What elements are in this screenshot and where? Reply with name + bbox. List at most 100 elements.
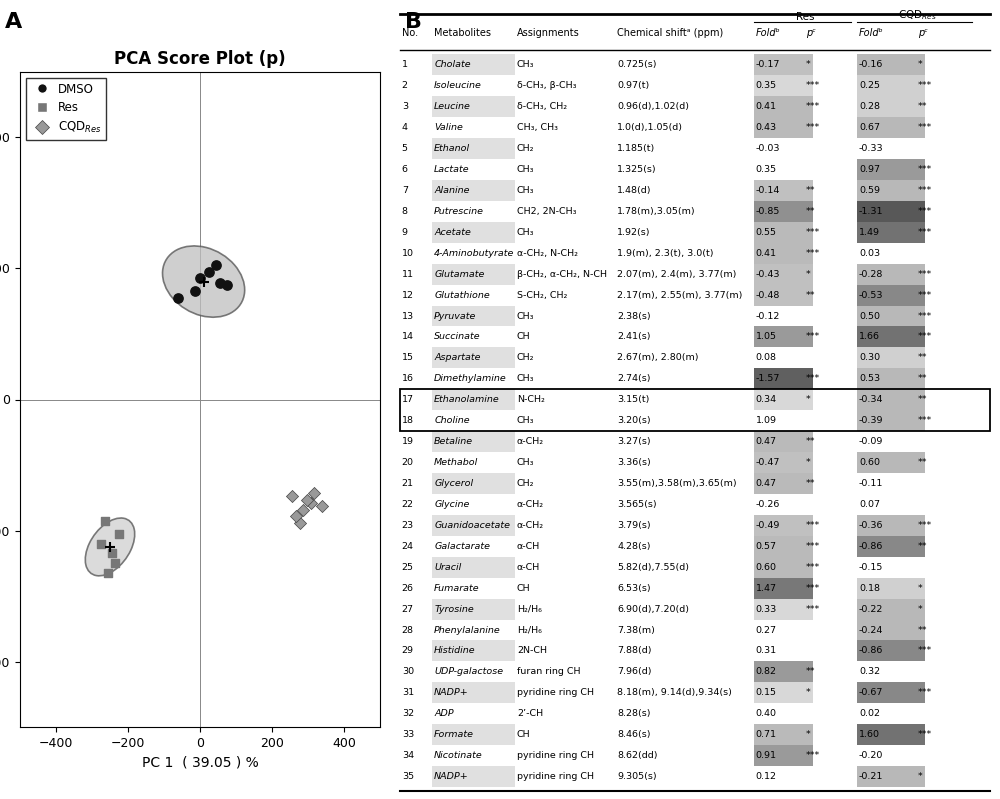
Text: **: ** (918, 626, 928, 634)
Text: -1.57: -1.57 (756, 374, 780, 384)
Text: Ethanol: Ethanol (434, 144, 470, 153)
Text: 0.32: 0.32 (859, 667, 880, 677)
Text: 0.59: 0.59 (859, 186, 880, 195)
Text: B: B (405, 12, 422, 32)
Bar (432, 138, 515, 159)
Text: 26: 26 (402, 583, 414, 593)
Bar (432, 682, 515, 703)
Text: ***: *** (806, 374, 820, 384)
Text: **: ** (918, 374, 928, 384)
Bar (754, 515, 813, 536)
Bar (857, 327, 925, 348)
Point (292, 516, 308, 529)
Text: 2.17(m), 2.55(m), 3.77(m): 2.17(m), 2.55(m), 3.77(m) (617, 291, 742, 300)
Text: pᶜ: pᶜ (806, 28, 816, 38)
Text: 3.15(t): 3.15(t) (617, 396, 649, 404)
Text: Chemical shiftᵃ (ppm): Chemical shiftᵃ (ppm) (617, 28, 723, 38)
Text: -0.24: -0.24 (859, 626, 883, 634)
Text: α-CH₂, N-CH₂: α-CH₂, N-CH₂ (517, 248, 578, 258)
Text: 2N-CH: 2N-CH (517, 646, 547, 655)
Text: CH₃: CH₃ (517, 416, 534, 425)
Text: 17: 17 (402, 396, 414, 404)
Text: 0.41: 0.41 (756, 248, 777, 258)
Bar (754, 180, 813, 201)
Text: 1: 1 (402, 60, 408, 70)
Text: 1.325(s): 1.325(s) (617, 165, 657, 174)
Text: pᶜ: pᶜ (918, 28, 928, 38)
Bar (754, 54, 813, 75)
Bar (857, 159, 925, 180)
Bar (857, 201, 925, 222)
Text: -0.34: -0.34 (859, 396, 884, 404)
Text: -0.26: -0.26 (756, 500, 780, 509)
Text: 7.38(m): 7.38(m) (617, 626, 655, 634)
Text: 23: 23 (402, 521, 414, 530)
Point (187, 285, 203, 298)
Text: 2.74(s): 2.74(s) (617, 374, 651, 384)
Text: CH: CH (517, 730, 530, 739)
Text: Ethanolamine: Ethanolamine (434, 396, 500, 404)
Text: CH₃: CH₃ (517, 374, 534, 384)
Text: -0.15: -0.15 (859, 562, 883, 572)
Bar (754, 473, 813, 494)
Bar (754, 431, 813, 452)
Text: ***: *** (918, 81, 932, 90)
Text: 9: 9 (402, 228, 408, 237)
Bar (754, 662, 813, 682)
Point (219, 278, 235, 291)
Bar (754, 745, 813, 766)
Text: 11: 11 (402, 269, 414, 279)
Text: 1.78(m),3.05(m): 1.78(m),3.05(m) (617, 207, 696, 216)
Text: Galactarate: Galactarate (434, 542, 490, 551)
Text: Leucine: Leucine (434, 102, 471, 111)
Text: Res: Res (796, 11, 815, 22)
Text: -0.67: -0.67 (859, 688, 883, 698)
Text: S-CH₂, CH₂: S-CH₂, CH₂ (517, 291, 567, 300)
Text: Succinate: Succinate (434, 332, 481, 341)
Text: ***: *** (918, 688, 932, 698)
Text: 0.43: 0.43 (756, 123, 777, 132)
Text: CH₃: CH₃ (517, 228, 534, 237)
Text: 0.35: 0.35 (756, 165, 777, 174)
Text: 0.57: 0.57 (756, 542, 777, 551)
Text: Fumarate: Fumarate (434, 583, 480, 593)
Text: 18: 18 (402, 416, 414, 425)
Text: pyridine ring CH: pyridine ring CH (517, 751, 594, 760)
Text: 12: 12 (402, 291, 414, 300)
Text: 0.33: 0.33 (756, 605, 777, 614)
Text: 31: 31 (402, 688, 414, 698)
Text: Glycerol: Glycerol (434, 479, 473, 488)
Text: 0.41: 0.41 (756, 102, 777, 111)
Text: NADP+: NADP+ (434, 688, 469, 698)
Text: 1.60: 1.60 (859, 730, 880, 739)
Text: UDP-galactose: UDP-galactose (434, 667, 503, 677)
Text: 0.50: 0.50 (859, 312, 880, 320)
Text: CH₃: CH₃ (517, 186, 534, 195)
Text: 4.28(s): 4.28(s) (617, 542, 651, 551)
Text: 3.565(s): 3.565(s) (617, 500, 657, 509)
Title: PCA Score Plot (p): PCA Score Plot (p) (114, 50, 286, 68)
Text: 0.97(t): 0.97(t) (617, 81, 649, 90)
Text: **: ** (806, 437, 815, 446)
Text: 0.55: 0.55 (756, 228, 777, 237)
Bar (754, 557, 813, 578)
Text: ***: *** (806, 123, 820, 132)
Point (284, 490, 300, 503)
Text: Phenylalanine: Phenylalanine (434, 626, 501, 634)
Text: 2.41(s): 2.41(s) (617, 332, 651, 341)
Text: **: ** (918, 396, 928, 404)
Text: 7: 7 (402, 186, 408, 195)
Text: 6.90(d),7.20(d): 6.90(d),7.20(d) (617, 605, 689, 614)
Text: 14: 14 (402, 332, 414, 341)
Text: Foldᵇ: Foldᵇ (859, 28, 884, 38)
Bar (432, 222, 515, 243)
Text: 7.88(d): 7.88(d) (617, 646, 652, 655)
Bar (432, 96, 515, 117)
Text: 1.48(d): 1.48(d) (617, 186, 652, 195)
Text: ***: *** (918, 123, 932, 132)
Text: 0.31: 0.31 (756, 646, 777, 655)
Text: *: * (806, 688, 811, 698)
Text: 2’-CH: 2’-CH (517, 710, 543, 718)
Text: 2.07(m), 2.4(m), 3.77(m): 2.07(m), 2.4(m), 3.77(m) (617, 269, 736, 279)
Text: Uracil: Uracil (434, 562, 461, 572)
